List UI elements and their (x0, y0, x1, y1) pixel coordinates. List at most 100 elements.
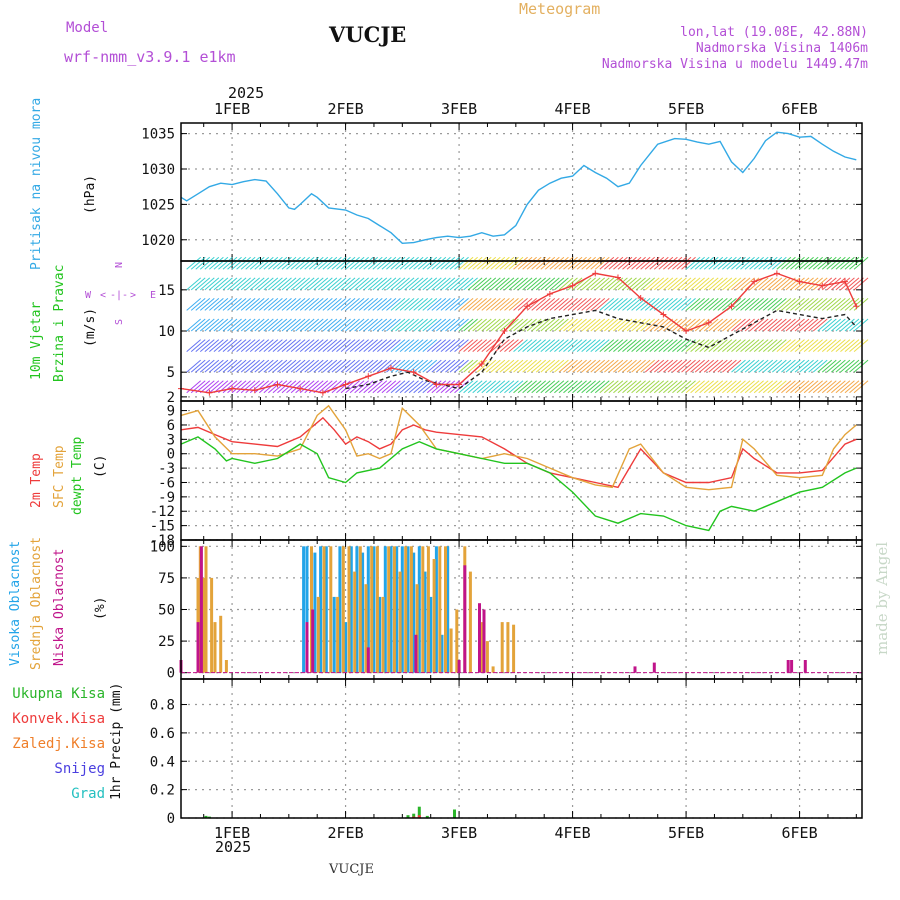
wind-barb (708, 380, 724, 394)
bar-visoka-oblacnost (434, 546, 438, 673)
wind-barb (658, 359, 674, 373)
wind-barb (345, 277, 360, 291)
wind-barb (467, 318, 483, 332)
wind-barb (835, 318, 851, 332)
wind-barb (790, 298, 805, 311)
wind-barb (322, 339, 338, 352)
bar-niska-oblacnost (803, 660, 807, 673)
wind-barb (617, 359, 633, 373)
wind-barb (776, 318, 792, 332)
wind-barb (449, 339, 465, 352)
wind-barb (849, 277, 864, 291)
wind-barb (667, 256, 683, 270)
gust-marker (229, 385, 236, 392)
wind-barb (377, 256, 392, 270)
wind-barb (222, 277, 238, 291)
bar-ukupna-kisa (204, 815, 208, 818)
wind-barb (535, 256, 551, 270)
wind-barb (840, 380, 855, 394)
wind-barb (377, 298, 392, 311)
bar-visoka-oblacnost (446, 546, 450, 673)
wind-barb (803, 380, 819, 394)
wind-barb (485, 277, 501, 291)
wind-barb (422, 359, 438, 373)
wind-barb (318, 339, 333, 352)
series-line-pressure (180, 131, 857, 245)
wind-barb (653, 256, 669, 270)
wind-barb (286, 298, 301, 311)
wind-barb (495, 339, 510, 352)
wind-barb (499, 256, 515, 270)
wind-barb (408, 277, 424, 291)
wind-barb (567, 318, 583, 332)
wind-barb (558, 277, 574, 291)
wind-barb (517, 318, 533, 332)
wind-barb (672, 298, 687, 311)
wind-barb (699, 359, 715, 373)
wind-barb (249, 339, 265, 352)
wind-barb (790, 339, 805, 352)
wind-barb (835, 380, 851, 394)
wind-barb (740, 339, 755, 352)
wind-barb (245, 318, 261, 332)
wind-barb (249, 359, 265, 373)
wind-barb (844, 298, 860, 311)
wind-barb (717, 318, 733, 332)
wind-barb (712, 339, 728, 352)
wind-barb (762, 339, 778, 352)
wind-barb (504, 298, 519, 311)
wind-barb (209, 359, 224, 373)
wind-barb (399, 277, 415, 291)
wind-barb (254, 359, 270, 373)
wind-barb (258, 256, 274, 270)
wind-barb (531, 380, 547, 394)
wind-barb (367, 277, 383, 291)
bar-srednja-oblacnost (506, 622, 510, 673)
wind-barb (436, 277, 451, 291)
wind-barb (363, 318, 379, 332)
wind-barb (685, 359, 701, 373)
wind-barb (254, 256, 270, 270)
wind-barb (336, 339, 351, 352)
series-line-speed (345, 309, 857, 390)
wind-barb (481, 339, 497, 352)
wind-barb (767, 380, 783, 394)
wind-barb (835, 359, 851, 373)
wind-barb (399, 318, 415, 332)
panel-frame (180, 678, 863, 819)
compass-south: S (114, 319, 125, 325)
wind-barb (545, 380, 560, 394)
wind-barb (744, 298, 760, 311)
wind-barb (540, 318, 556, 332)
bar-niska-oblacnost (790, 660, 794, 673)
compass-west: W (85, 290, 92, 301)
wind-barb (413, 277, 429, 291)
wind-barb (749, 380, 764, 394)
panel-frame (180, 400, 863, 541)
wind-barb (458, 339, 474, 352)
wind-barb (817, 298, 833, 311)
bar-srednja-oblacnost (316, 596, 320, 673)
wind-barb (785, 318, 801, 332)
wind-barb (476, 359, 492, 373)
wind-barb (563, 359, 578, 373)
wind-barb (349, 359, 365, 373)
bar-niska-oblacnost (633, 666, 637, 673)
wind-barb (821, 298, 837, 311)
wind-barb (218, 359, 233, 373)
wind-barb (322, 380, 338, 394)
wind-barb (554, 318, 569, 332)
wind-barb (517, 298, 533, 311)
wind-barb (690, 380, 705, 394)
wind-barb (531, 256, 547, 270)
wind-barb (204, 298, 220, 311)
wind-barb (653, 380, 669, 394)
wind-barb (485, 318, 501, 332)
wind-barb (327, 318, 342, 332)
wind-barb (835, 298, 851, 311)
wind-barb (240, 339, 256, 352)
wind-barb (708, 359, 724, 373)
wind-barb (327, 277, 342, 291)
bottom-year-label: 2025 (215, 838, 252, 856)
